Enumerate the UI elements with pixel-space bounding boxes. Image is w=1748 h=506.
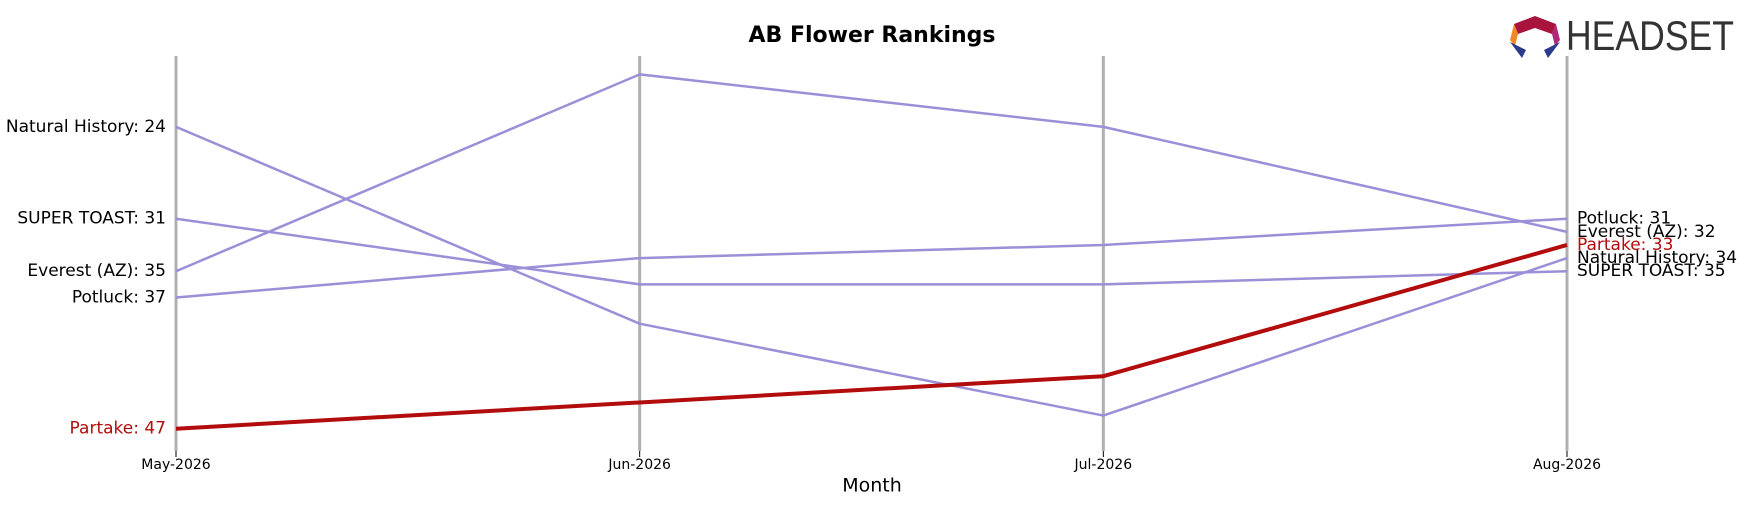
series-line [175,217,1568,299]
value-label: Potluck: 37 [72,287,166,307]
logo-mark [1552,24,1560,46]
x-axis-label: Month [842,475,902,497]
series-line [175,125,1568,417]
logo-text: HEADSET [1566,12,1734,59]
value-label: Natural History: 24 [6,117,166,137]
series-line [175,217,1568,286]
value-label: Partake: 33 [1577,235,1673,255]
value-label: Natural History: 34 [1577,248,1737,268]
series-line [175,243,1568,431]
value-label: Everest (AZ): 35 [27,261,166,281]
x-tick-label: Aug-2026 [1533,457,1601,473]
x-tick-label: Jul-2026 [1074,457,1133,473]
series-line [175,73,1568,273]
chart-title: AB Flower Rankings [748,23,995,48]
value-label: SUPER TOAST: 35 [1577,261,1726,281]
logo: HEADSET [1510,12,1734,59]
value-label: Partake: 47 [70,419,166,439]
value-label: Everest (AZ): 32 [1577,222,1716,242]
logo-mark [1544,42,1560,58]
logo-mark [1510,42,1526,58]
x-tick-label: Jun-2026 [607,457,671,473]
logo-mark [1510,24,1518,46]
value-label: Potluck: 31 [1577,209,1671,229]
value-label: SUPER TOAST: 31 [17,209,166,229]
logo-mark [1514,16,1556,34]
x-tick-label: May-2026 [141,457,210,473]
